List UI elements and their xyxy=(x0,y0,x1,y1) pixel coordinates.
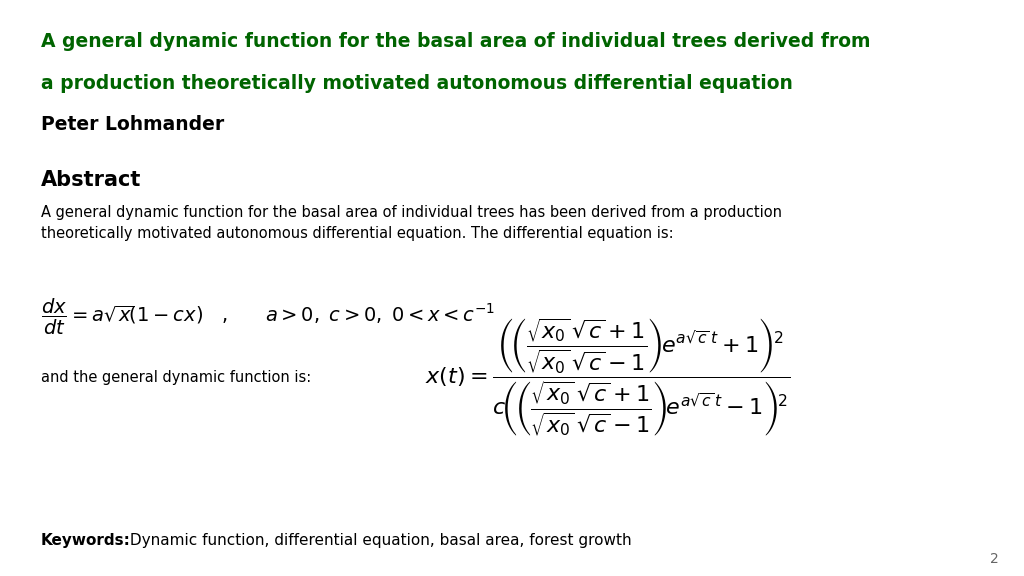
Text: Keywords:: Keywords: xyxy=(41,533,131,548)
Text: Dynamic function, differential equation, basal area, forest growth: Dynamic function, differential equation,… xyxy=(125,533,632,548)
Text: Peter Lohmander: Peter Lohmander xyxy=(41,115,224,134)
Text: Abstract: Abstract xyxy=(41,170,141,190)
Text: A general dynamic function for the basal area of individual trees derived from: A general dynamic function for the basal… xyxy=(41,32,870,51)
Text: 2: 2 xyxy=(989,552,998,566)
Text: theoretically motivated autonomous differential equation. The differential equat: theoretically motivated autonomous diffe… xyxy=(41,226,674,241)
Text: $\dfrac{dx}{dt} = a\sqrt{x}\!\left(1-cx\right)$   ,   $\quad a > 0,\; c > 0,\; 0: $\dfrac{dx}{dt} = a\sqrt{x}\!\left(1-cx\… xyxy=(41,297,496,337)
Text: a production theoretically motivated autonomous differential equation: a production theoretically motivated aut… xyxy=(41,74,793,93)
Text: $x(t) = \dfrac{\left(\!\left(\dfrac{\sqrt{x_0}\,\sqrt{c}+1}{\sqrt{x_0}\,\sqrt{c}: $x(t) = \dfrac{\left(\!\left(\dfrac{\sqr… xyxy=(425,317,791,438)
Text: A general dynamic function for the basal area of individual trees has been deriv: A general dynamic function for the basal… xyxy=(41,205,782,220)
Text: and the general dynamic function is:: and the general dynamic function is: xyxy=(41,370,321,385)
